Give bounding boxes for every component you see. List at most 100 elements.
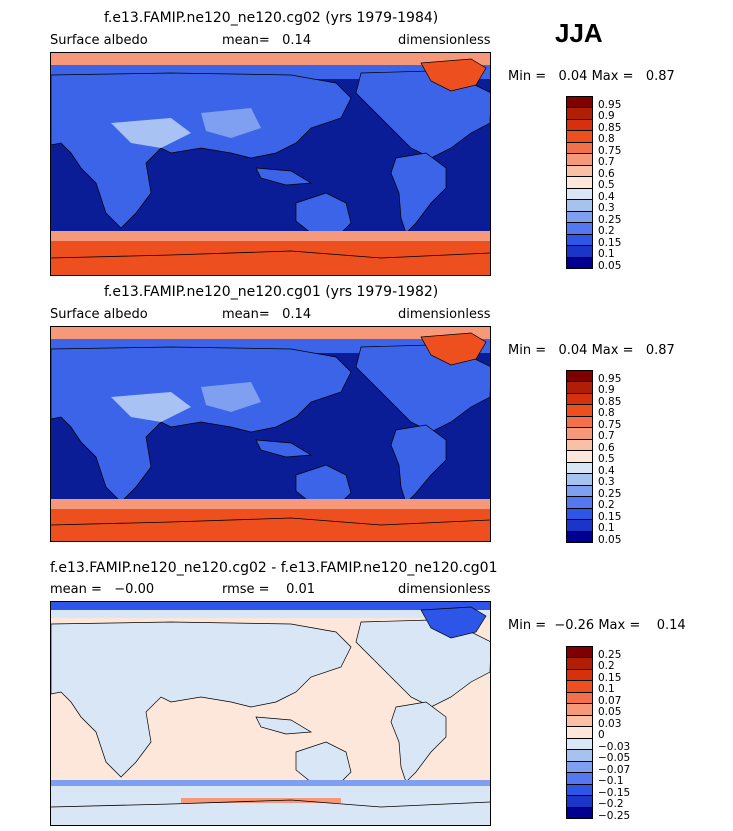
panel2-minmax: Min = 0.04 Max = 0.87 [508, 343, 675, 358]
panel2-colorbar [566, 370, 593, 544]
maritime-continent [255, 439, 313, 458]
colorbar-label: 0.1 [598, 683, 615, 696]
colorbar-box [567, 131, 592, 143]
colorbar-label: 0.1 [598, 248, 615, 261]
colorbar-label: 0.85 [598, 121, 622, 134]
colorbar-box [567, 497, 592, 509]
panel2-title: f.e13.FAMIP.ne120_ne120.cg01 (yrs 1979-1… [104, 284, 439, 300]
diff-antarctic-positive [181, 798, 341, 803]
colorbar-label: 0.05 [598, 259, 622, 272]
panel3-map-svg [51, 602, 490, 825]
colorbar-box [567, 474, 592, 486]
southern-sea-ice [51, 231, 490, 241]
south-america-outline [390, 701, 447, 783]
greenland-ice [420, 332, 487, 366]
colorbar-label: 0.2 [598, 660, 615, 673]
sahara-bright [111, 118, 191, 148]
greenland-ice [420, 58, 487, 92]
panel3-minmax: Min = −0.26 Max = 0.14 [508, 618, 686, 633]
colorbar-label: 0.25 [598, 649, 622, 661]
colorbar-label: 0.15 [598, 236, 622, 249]
colorbar-box [567, 761, 592, 774]
panel3-units: dimensionless [398, 582, 491, 597]
colorbar-box [567, 382, 592, 394]
panel1-units: dimensionless [398, 33, 491, 48]
sahara-bright [111, 392, 191, 422]
colorbar-box [567, 211, 592, 224]
colorbar-box [567, 531, 592, 544]
arctic-ice [51, 327, 490, 339]
eurasia-africa-outline [51, 621, 352, 778]
colorbar-box [567, 154, 592, 166]
colorbar-box [567, 692, 592, 705]
colorbar-label: 0.1 [598, 522, 615, 535]
panel1-minmax: Min = 0.04 Max = 0.87 [508, 69, 675, 84]
antarctica-coast [51, 250, 490, 259]
colorbar-box [567, 223, 592, 235]
colorbar-label: 0.25 [598, 487, 622, 500]
panel3-rmse: rmse = 0.01 [222, 582, 316, 597]
eurasia-africa-land [51, 72, 352, 229]
colorbar-label: 0.2 [598, 499, 615, 512]
australia-outline [295, 741, 352, 788]
colorbar-label: 0.4 [598, 464, 615, 477]
maritime-continent-outline [255, 716, 313, 735]
colorbar-box [567, 704, 592, 716]
colorbar-label: 0.9 [598, 110, 615, 123]
colorbar-box [567, 784, 592, 797]
colorbar-box [567, 451, 592, 463]
colorbar-box [567, 669, 592, 682]
colorbar-label: 0.05 [598, 706, 622, 719]
colorbar-label: 0.05 [598, 533, 622, 546]
colorbar-label: 0.75 [598, 144, 622, 157]
colorbar-label: 0.75 [598, 418, 622, 431]
colorbar-box [567, 177, 592, 189]
panel2-map [50, 326, 491, 542]
antarctic-ice [51, 241, 490, 275]
colorbar-box [567, 439, 592, 452]
south-america-land [390, 152, 447, 234]
colorbar-box [567, 807, 592, 820]
colorbar-label: −0.03 [598, 740, 631, 753]
panel2-mean: mean= 0.14 [222, 307, 312, 322]
panel2-variable: Surface albedo [50, 307, 148, 322]
colorbar-box [567, 200, 592, 212]
diff-arctic-band [51, 610, 490, 618]
colorbar-box [567, 234, 592, 247]
colorbar-label: 0.2 [598, 225, 615, 238]
colorbar-label: −0.15 [598, 786, 631, 799]
australia-land [295, 192, 352, 239]
panel3-map [50, 601, 491, 826]
eurasia-africa-land [51, 346, 352, 503]
colorbar-box [567, 108, 592, 120]
colorbar-label: 0.03 [598, 717, 622, 730]
colorbar-label: 0.4 [598, 190, 615, 203]
maritime-continent [255, 167, 313, 186]
colorbar-label: 0.8 [598, 133, 615, 146]
colorbar-box [567, 647, 592, 659]
colorbar-box [567, 773, 592, 785]
colorbar-box [567, 257, 592, 270]
colorbar-label: −0.07 [598, 763, 631, 776]
panel2-units: dimensionless [398, 307, 491, 322]
colorbar-box [567, 750, 592, 762]
panel1-map [50, 52, 491, 276]
colorbar-label: −0.2 [598, 798, 624, 811]
colorbar-label: −0.25 [598, 809, 631, 822]
colorbar-label: 0.6 [598, 167, 615, 180]
colorbar-label: 0.6 [598, 441, 615, 454]
panel1-mean: mean= 0.14 [222, 33, 312, 48]
greenland-negative [420, 606, 487, 639]
colorbar-box [567, 142, 592, 155]
antarctica-coast [51, 517, 490, 526]
colorbar-box [567, 485, 592, 498]
colorbar-box [567, 97, 592, 109]
south-america-land [390, 424, 447, 504]
diff-southern-negative [51, 780, 490, 786]
colorbar-box [567, 727, 592, 739]
colorbar-label: 0.07 [598, 694, 622, 707]
colorbar-box [567, 428, 592, 440]
colorbar-box [567, 738, 592, 751]
panel3-colorbar [566, 646, 593, 820]
central-asia-bright [201, 382, 261, 412]
